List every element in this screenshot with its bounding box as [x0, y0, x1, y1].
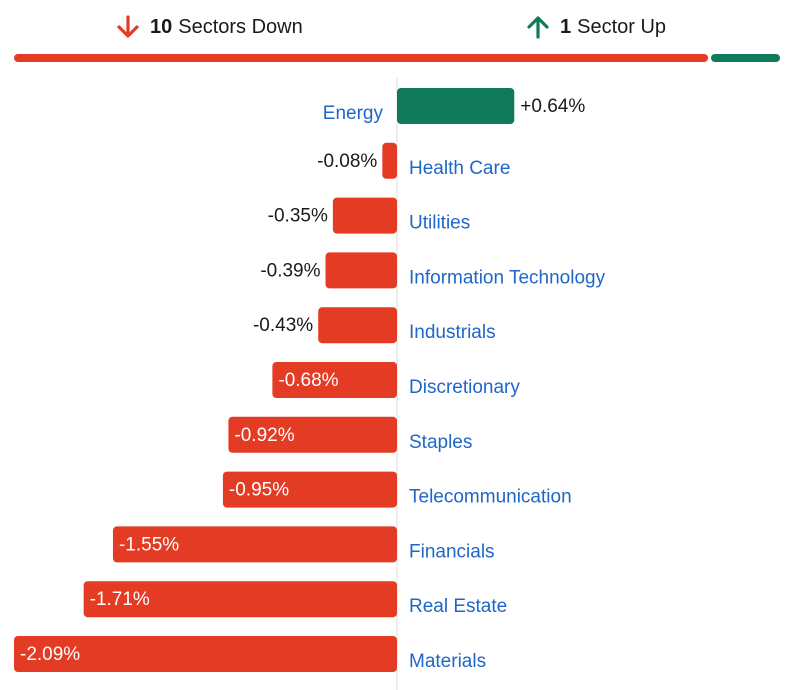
category-label: Real Estate: [409, 596, 507, 617]
bar-value-label: -0.92%: [234, 425, 294, 446]
bar-value-label: -0.68%: [278, 370, 338, 391]
arrow-down-icon: [117, 15, 139, 38]
bar: [397, 88, 515, 124]
sectors-up-summary: 1 Sector Up: [524, 12, 666, 42]
category-label: Utilities: [409, 213, 470, 234]
sectors-up-text: Sector Up: [577, 15, 667, 38]
bar-value-label: -0.95%: [229, 480, 289, 501]
bar: [14, 636, 397, 672]
bar: [222, 471, 397, 508]
sectors-down-summary: 10 Sectors Down: [114, 12, 303, 42]
bar: [272, 362, 397, 398]
bar: [83, 581, 398, 618]
sectors-down-ratio-bar: [14, 54, 708, 62]
bar-value-label: -1.55%: [119, 534, 179, 555]
category-label: Telecommunication: [409, 487, 572, 508]
category-label: Health Care: [409, 158, 510, 179]
bar-value-label: -0.08%: [317, 151, 377, 172]
category-label: Discretionary: [409, 377, 520, 398]
bar: [332, 197, 397, 234]
bar-value-label: -0.39%: [260, 260, 320, 281]
bar-value-label: -0.43%: [253, 315, 313, 336]
bar: [325, 252, 397, 289]
sectors-up-ratio-bar: [710, 54, 780, 62]
bar: [382, 142, 397, 179]
sectors-down-text: Sectors Down: [178, 15, 303, 38]
category-label: Energy: [323, 103, 384, 124]
category-label: Materials: [409, 651, 486, 672]
arrow-up-icon: [527, 16, 549, 39]
bar-value-label: +0.64%: [520, 96, 585, 117]
category-label: Industrials: [409, 322, 496, 343]
bar: [112, 526, 397, 563]
bar-value-label: -1.71%: [90, 589, 150, 610]
bar: [318, 307, 397, 344]
category-label: Financials: [409, 541, 495, 562]
sectors-up-count: 1: [560, 15, 572, 38]
bar-value-label: -2.09%: [20, 644, 80, 665]
bar: [228, 416, 397, 453]
category-label: Staples: [409, 432, 472, 453]
sectors-down-count: 10: [150, 15, 173, 38]
bar-value-label: -0.35%: [268, 206, 328, 227]
category-label: Information Technology: [409, 267, 606, 288]
